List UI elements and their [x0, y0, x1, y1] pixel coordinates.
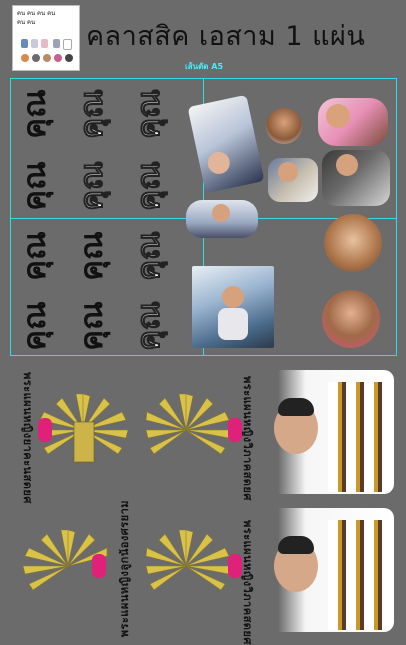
thumbnail-dot [65, 54, 73, 62]
royal-emblem-1[interactable] [34, 392, 132, 468]
face-shape [326, 104, 350, 128]
plaque-label-left-bottom: พระแผนหญิงลูกน้องศรยาม [118, 500, 131, 638]
fan-icon [146, 529, 232, 591]
graduate-portrait-2[interactable] [268, 508, 394, 632]
plaque-label-right-top: พระแผนหญิงวิภาคสดยศ [241, 376, 254, 501]
face-shape [222, 286, 244, 308]
hair-shape [278, 536, 314, 554]
child-pink-shirt-photo[interactable] [318, 98, 388, 146]
word-sticker[interactable]: คุณ [73, 301, 110, 351]
child-portrait-photo[interactable] [268, 158, 318, 202]
word-sticker[interactable]: คุณ [73, 89, 110, 140]
drum-icon [228, 418, 242, 442]
royal-emblem-2[interactable] [146, 392, 244, 468]
word-sticker[interactable]: คุณ [73, 161, 110, 212]
thumbnail-chip [41, 39, 48, 48]
fan-icon [22, 529, 108, 591]
thumbnail-dot [43, 54, 51, 62]
astronaut-city-photo[interactable] [192, 266, 274, 348]
thumbnail-text-1: คน คน คน คน [17, 10, 56, 17]
plaque-label-left-top: พระแผนหญิงยาคะนสดยศ [21, 372, 34, 504]
thumbnail-chip [31, 39, 38, 48]
robe-shape [328, 382, 388, 492]
word-sticker[interactable]: คุณ [73, 231, 110, 281]
thumbnail-text-2: คน คน [17, 19, 36, 26]
face-shape [336, 154, 358, 176]
thumbnail-chip [21, 39, 28, 48]
word-sticker[interactable]: คุณ [16, 161, 53, 211]
robe-shape [328, 520, 388, 630]
child-astronaut-photo[interactable] [186, 200, 258, 238]
word-sticker[interactable]: คุณ [130, 301, 167, 352]
thumbnail-chip [63, 39, 72, 50]
royal-emblem-4[interactable] [146, 528, 244, 604]
graduate-portrait-1[interactable] [268, 370, 394, 494]
face-shape [205, 149, 232, 176]
word-sticker[interactable]: คุณ [130, 89, 167, 140]
word-sticker[interactable]: คุณ [16, 231, 53, 281]
face-shape [278, 162, 298, 182]
royal-emblem-3[interactable] [10, 528, 108, 604]
cut-line-label: เส้นตัด A5 [185, 62, 224, 71]
thumbnail-chip [53, 39, 60, 48]
word-sticker[interactable]: คุณ [130, 231, 167, 282]
suit-shape [218, 308, 248, 340]
face-shape [212, 204, 230, 222]
base-icon [73, 421, 95, 463]
drum-icon [38, 418, 52, 442]
fan-icon [146, 393, 232, 455]
word-sticker[interactable]: คุณ [16, 89, 53, 139]
child-hat-photo[interactable] [266, 108, 302, 144]
hair-shape [278, 398, 314, 416]
word-sticker[interactable]: คุณ [16, 301, 53, 351]
preview-thumbnail[interactable]: คน คน คน คน คน คน [12, 5, 80, 71]
thumbnail-dot [32, 54, 40, 62]
thumbnail-dot [54, 54, 62, 62]
thumbnail-dot [21, 54, 29, 62]
drum-icon [92, 554, 106, 578]
child-round-photo-2[interactable] [322, 290, 380, 348]
page-title: คลาสสิค เอสาม 1 แผ่น [86, 21, 366, 52]
word-sticker[interactable]: คุณ [130, 161, 167, 212]
child-round-photo-1[interactable] [324, 214, 382, 272]
plaque-label-right-bottom: พระแผนหญิงวิภาคสดยศ [241, 520, 254, 645]
drum-icon [228, 554, 242, 578]
child-plaid-shirt-photo[interactable] [322, 150, 390, 206]
